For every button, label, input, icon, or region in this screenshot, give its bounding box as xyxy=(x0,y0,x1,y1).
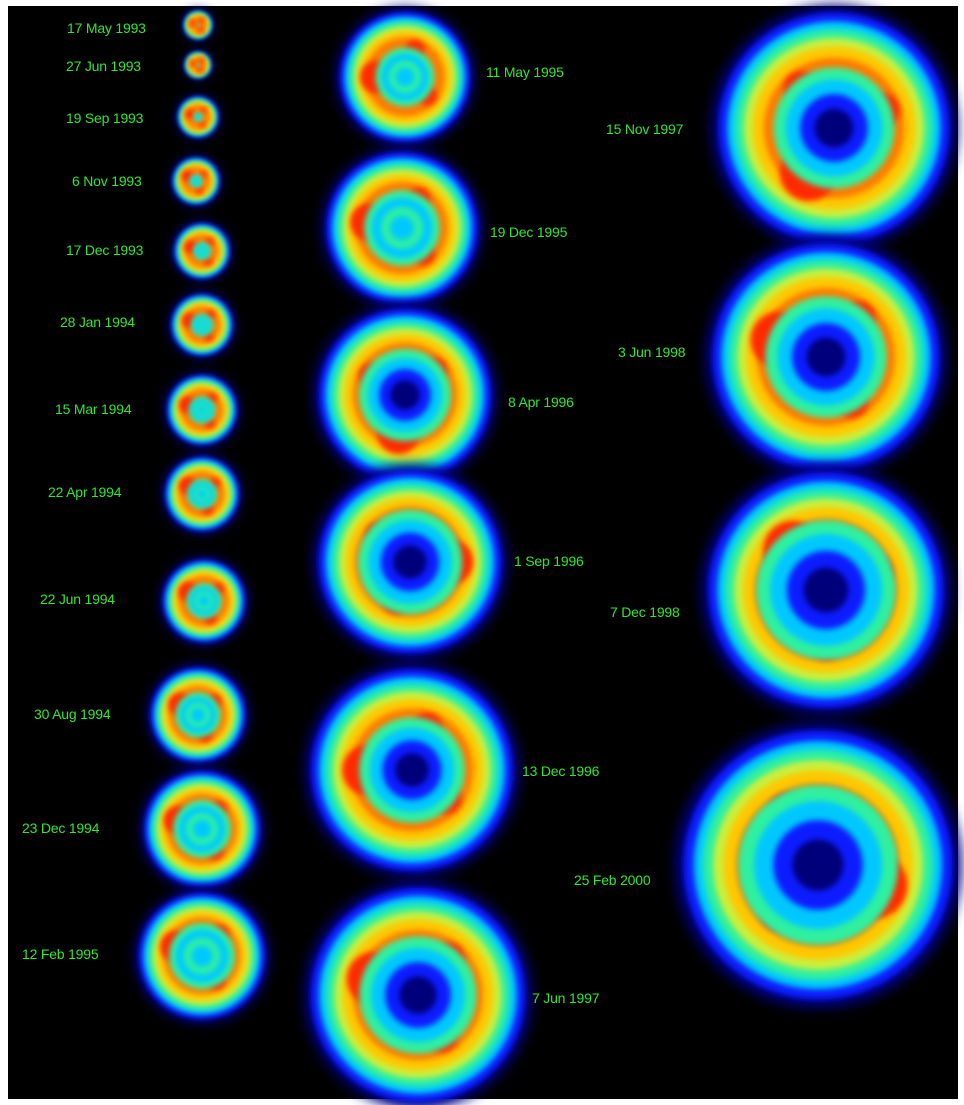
ring-image xyxy=(160,557,248,645)
ring-image xyxy=(134,888,270,1024)
date-label: 15 Nov 1997 xyxy=(606,121,684,137)
date-label: 1 Sep 1996 xyxy=(514,553,584,569)
ring-image xyxy=(172,221,232,281)
ring-image xyxy=(335,7,475,147)
date-label: 3 Jun 1998 xyxy=(618,344,686,360)
date-label: 28 Jan 1994 xyxy=(60,314,135,330)
ring-image xyxy=(184,51,212,79)
date-label: 6 Nov 1993 xyxy=(72,173,142,189)
date-label: 12 Feb 1995 xyxy=(22,946,99,962)
ring-image xyxy=(140,767,264,891)
date-label: 11 May 1995 xyxy=(486,64,564,80)
date-label: 30 Aug 1994 xyxy=(34,706,111,722)
ring-image xyxy=(162,454,242,534)
date-label: 15 Mar 1994 xyxy=(55,401,132,417)
ring-image xyxy=(674,721,962,1009)
ring-image xyxy=(321,147,483,309)
date-label: 19 Sep 1993 xyxy=(66,110,144,126)
date-label: 25 Feb 2000 xyxy=(574,872,651,888)
date-label: 13 Dec 1996 xyxy=(522,763,600,779)
ring-image xyxy=(183,10,213,40)
ring-image xyxy=(700,464,952,716)
ring-image xyxy=(147,664,249,766)
date-label: 17 May 1993 xyxy=(67,20,146,36)
date-label: 23 Dec 1994 xyxy=(22,820,100,836)
ring-image xyxy=(304,662,520,878)
date-label: 7 Jun 1997 xyxy=(532,990,600,1006)
ring-image xyxy=(169,292,235,358)
ring-image xyxy=(710,4,958,252)
ring-image xyxy=(705,236,947,478)
ring-image xyxy=(313,303,497,487)
ring-image xyxy=(176,95,220,139)
ring-image xyxy=(303,880,533,1105)
date-label: 8 Apr 1996 xyxy=(508,394,574,410)
date-label: 22 Jun 1994 xyxy=(40,591,115,607)
date-label: 17 Dec 1993 xyxy=(66,242,144,258)
ring-image xyxy=(171,156,221,206)
date-label: 19 Dec 1995 xyxy=(490,224,568,240)
ring-image xyxy=(312,464,508,660)
ring-image xyxy=(165,373,239,447)
date-label: 22 Apr 1994 xyxy=(48,484,122,500)
date-label: 27 Jun 1993 xyxy=(66,58,141,74)
date-label: 7 Dec 1998 xyxy=(610,604,680,620)
